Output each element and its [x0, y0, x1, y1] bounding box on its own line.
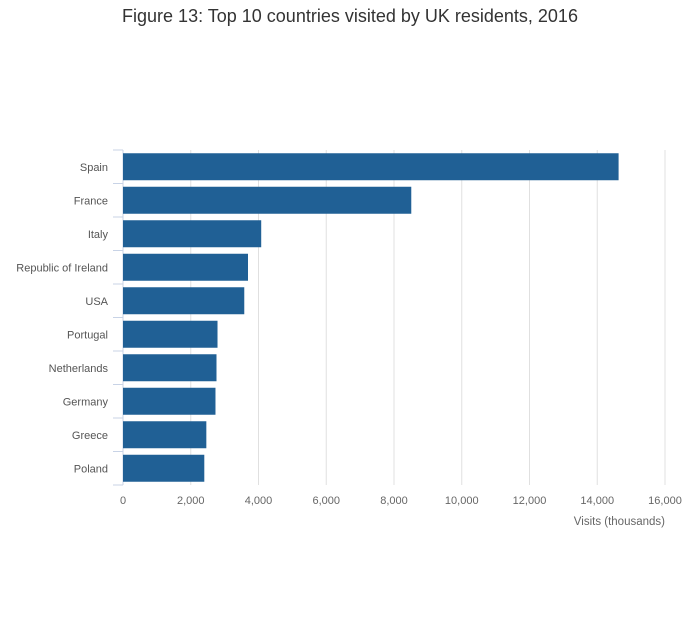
bar-spain — [123, 153, 619, 181]
x-tick-label: 8,000 — [380, 495, 408, 507]
bar-portugal — [123, 320, 218, 348]
category-label: Germany — [63, 396, 109, 408]
bar-poland — [123, 454, 205, 482]
bar-france — [123, 186, 412, 214]
category-label: Republic of Ireland — [16, 262, 108, 274]
x-tick-label: 2,000 — [177, 495, 205, 507]
category-label: Poland — [74, 463, 108, 475]
bar-greece — [123, 421, 207, 449]
bar-usa — [123, 287, 245, 315]
x-tick-label: 10,000 — [445, 495, 479, 507]
chart-title: Figure 13: Top 10 countries visited by U… — [122, 6, 578, 26]
x-axis-title: Visits (thousands) — [574, 516, 665, 528]
bar-republic-of-ireland — [123, 253, 248, 281]
category-label: Portugal — [67, 329, 108, 341]
bar-germany — [123, 387, 216, 415]
category-label: Italy — [88, 229, 109, 241]
x-tick-label: 16,000 — [648, 495, 682, 507]
x-tick-label: 0 — [120, 495, 126, 507]
category-label: France — [74, 195, 108, 207]
category-label: Netherlands — [49, 363, 109, 375]
bar-netherlands — [123, 354, 217, 382]
bar-italy — [123, 220, 262, 248]
x-tick-label: 14,000 — [580, 495, 614, 507]
x-tick-label: 6,000 — [312, 495, 340, 507]
category-label: USA — [85, 296, 108, 308]
x-tick-label: 12,000 — [513, 495, 547, 507]
category-label: Greece — [72, 430, 108, 442]
category-label: Spain — [80, 162, 108, 174]
x-tick-label: 4,000 — [245, 495, 273, 507]
